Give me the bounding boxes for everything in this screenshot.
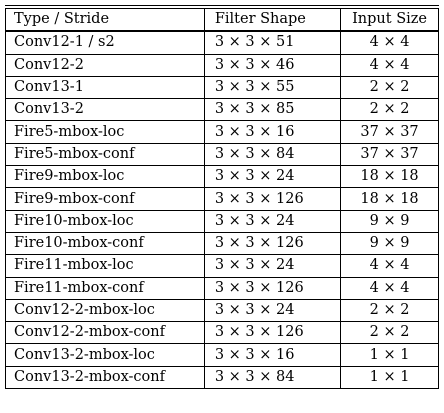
cell-type-stride: Conv13-2 [5,98,205,122]
layer-table: Type / Stride Filter Shape Input Size Co… [5,9,439,390]
cell-filter-shape: 3 × 3 × 55 [203,76,342,100]
cell-type-stride: Fire11-mbox-conf [5,277,205,300]
cell-filter-shape: 3 × 3 × 126 [203,277,342,300]
cell-input-size: 18 × 18 [340,187,439,211]
table-top-rule [5,5,439,9]
cell-type-stride: Conv13-2-mbox-loc [5,343,205,367]
cell-filter-shape: 3 × 3 × 126 [203,321,342,345]
table-row: Fire10-mbox-loc 3 × 3 × 24 9 × 9 [5,210,439,233]
cell-input-size: 9 × 9 [340,210,439,233]
cell-type-stride: Fire5-mbox-conf [5,143,205,167]
cell-input-size: 4 × 4 [340,254,439,278]
cell-type-stride: Fire9-mbox-loc [5,165,205,189]
cell-type-stride: Conv12-2-mbox-loc [5,299,205,323]
table-row: Conv13-2 3 × 3 × 85 2 × 2 [5,98,439,122]
cell-type-stride: Fire5-mbox-loc [5,120,205,144]
cell-input-size: 37 × 37 [340,143,439,167]
table-row: Fire11-mbox-loc 3 × 3 × 24 4 × 4 [5,254,439,278]
cell-type-stride: Conv13-1 [5,76,205,100]
cell-filter-shape: 3 × 3 × 24 [203,210,342,233]
table-row: Fire10-mbox-conf 3 × 3 × 126 9 × 9 [5,232,439,256]
cell-input-size: 4 × 4 [340,54,439,77]
cell-type-stride: Conv12-2-mbox-conf [5,321,205,345]
cell-input-size: 4 × 4 [340,277,439,300]
cell-type-stride: Conv12-1 / s2 [5,31,205,55]
cell-filter-shape: 3 × 3 × 84 [203,366,342,390]
table-row: Fire5-mbox-loc 3 × 3 × 16 37 × 37 [5,120,439,144]
cell-input-size: 2 × 2 [340,98,439,122]
table-row: Conv13-2-mbox-conf 3 × 3 × 84 1 × 1 [5,366,439,390]
table-row: Fire9-mbox-loc 3 × 3 × 24 18 × 18 [5,165,439,189]
table-row: Fire11-mbox-conf 3 × 3 × 126 4 × 4 [5,277,439,300]
cell-type-stride: Fire9-mbox-conf [5,187,205,211]
table-header-row: Type / Stride Filter Shape Input Size [5,9,439,33]
table-row: Conv12-2-mbox-loc 3 × 3 × 24 2 × 2 [5,299,439,323]
table-body: Conv12-1 / s2 3 × 3 × 51 4 × 4 Conv12-2 3 × … [5,31,439,390]
table-row: Conv13-2-mbox-loc 3 × 3 × 16 1 × 1 [5,343,439,367]
cell-filter-shape: 3 × 3 × 24 [203,165,342,189]
cell-input-size: 37 × 37 [340,120,439,144]
table-row: Fire5-mbox-conf 3 × 3 × 84 37 × 37 [5,143,439,167]
cell-filter-shape: 3 × 3 × 16 [203,120,342,144]
cell-input-size: 2 × 2 [340,76,439,100]
table-row: Fire9-mbox-conf 3 × 3 × 126 18 × 18 [5,187,439,211]
layer-table-container: Type / Stride Filter Shape Input Size Co… [5,5,439,390]
cell-type-stride: Fire10-mbox-loc [5,210,205,233]
cell-filter-shape: 3 × 3 × 84 [203,143,342,167]
cell-filter-shape: 3 × 3 × 126 [203,187,342,211]
cell-filter-shape: 3 × 3 × 46 [203,54,342,77]
table-row: Conv12-1 / s2 3 × 3 × 51 4 × 4 [5,31,439,55]
cell-input-size: 18 × 18 [340,165,439,189]
table-row: Conv12-2-mbox-conf 3 × 3 × 126 2 × 2 [5,321,439,345]
cell-type-stride: Conv12-2 [5,54,205,77]
cell-filter-shape: 3 × 3 × 24 [203,299,342,323]
cell-filter-shape: 3 × 3 × 51 [203,31,342,55]
table-row: Conv13-1 3 × 3 × 55 2 × 2 [5,76,439,100]
cell-filter-shape: 3 × 3 × 16 [203,343,342,367]
cell-input-size: 2 × 2 [340,299,439,323]
header-filter-shape: Filter Shape [203,9,342,33]
header-input-size: Input Size [340,9,439,33]
cell-filter-shape: 3 × 3 × 126 [203,232,342,256]
cell-type-stride: Fire10-mbox-conf [5,232,205,256]
cell-input-size: 9 × 9 [340,232,439,256]
cell-filter-shape: 3 × 3 × 24 [203,254,342,278]
cell-input-size: 4 × 4 [340,31,439,55]
cell-type-stride: Conv13-2-mbox-conf [5,366,205,390]
table-row: Conv12-2 3 × 3 × 46 4 × 4 [5,54,439,77]
header-type-stride: Type / Stride [5,9,205,33]
cell-type-stride: Fire11-mbox-loc [5,254,205,278]
cell-input-size: 1 × 1 [340,366,439,390]
cell-input-size: 2 × 2 [340,321,439,345]
cell-input-size: 1 × 1 [340,343,439,367]
cell-filter-shape: 3 × 3 × 85 [203,98,342,122]
